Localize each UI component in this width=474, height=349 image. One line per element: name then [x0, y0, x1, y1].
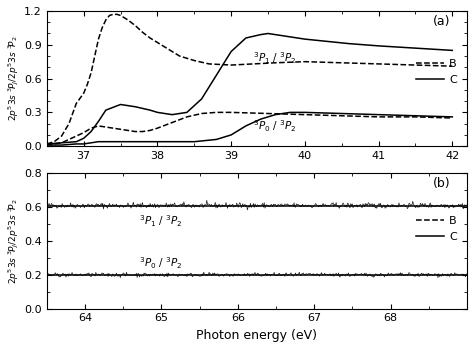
Text: $^3P_0$ / $^3P_2$: $^3P_0$ / $^3P_2$: [138, 255, 182, 271]
Text: $^3P_0$ / $^3P_2$: $^3P_0$ / $^3P_2$: [253, 118, 297, 134]
Legend: B, C: B, C: [411, 55, 462, 89]
Text: (b): (b): [433, 177, 450, 191]
Text: $^3P_1$ / $^3P_2$: $^3P_1$ / $^3P_2$: [253, 51, 297, 66]
Y-axis label: $2p^53s\ {}^3\!P_J / 2p^53s\ {}^3\!P_2$: $2p^53s\ {}^3\!P_J / 2p^53s\ {}^3\!P_2$: [7, 36, 21, 121]
Text: $^3P_1$ / $^3P_2$: $^3P_1$ / $^3P_2$: [138, 213, 182, 229]
Text: (a): (a): [433, 15, 450, 28]
X-axis label: Photon energy (eV): Photon energy (eV): [196, 329, 318, 342]
Y-axis label: $2p^53s\ {}^3\!P_J / 2p^53s\ {}^3\!P_2$: $2p^53s\ {}^3\!P_J / 2p^53s\ {}^3\!P_2$: [7, 198, 21, 284]
Legend: B, C: B, C: [411, 212, 462, 246]
